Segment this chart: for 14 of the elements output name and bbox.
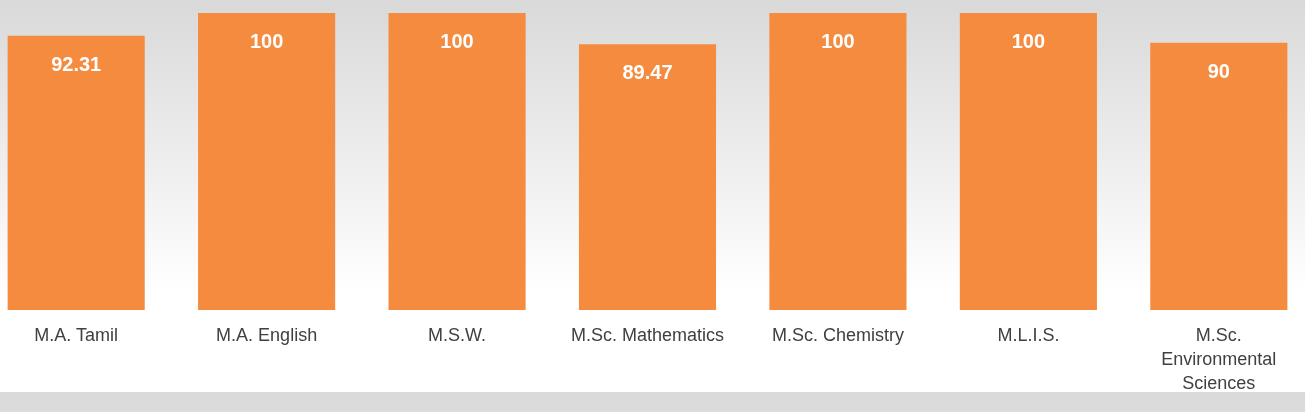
data-label: 92.31 xyxy=(51,52,102,75)
data-label: 89.47 xyxy=(622,61,673,84)
x-tick-label: M.Sc. Environmental Sciences xyxy=(1161,324,1277,393)
data-label: 100 xyxy=(1011,30,1046,52)
data-label: 100 xyxy=(440,30,474,52)
x-tick-label: M.Sc. Chemistry xyxy=(771,324,904,345)
data-label: 100 xyxy=(821,30,855,52)
x-tick-label: M.L.I.S. xyxy=(997,324,1060,345)
x-tick-label: M.A. English xyxy=(216,324,318,345)
data-label: 100 xyxy=(249,30,284,52)
x-tick-label: M.S.W. xyxy=(428,324,487,345)
data-label: 90 xyxy=(1207,59,1230,82)
x-tick-label: M.A. Tamil xyxy=(34,324,119,345)
x-tick-label: M.Sc. Mathematics xyxy=(570,324,725,345)
